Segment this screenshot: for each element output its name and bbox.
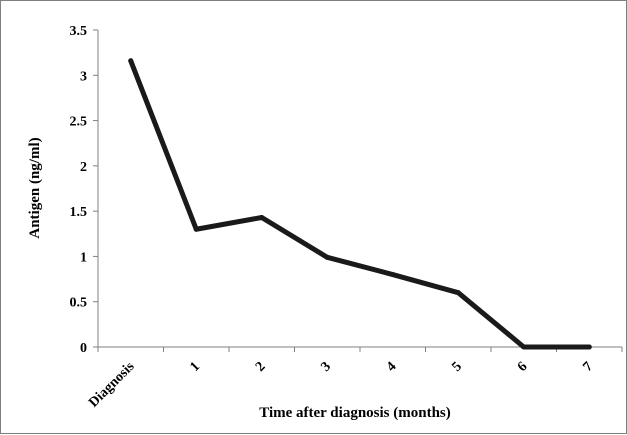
y-tick-label: 1 [80, 250, 87, 265]
y-tick-label: 3 [80, 69, 87, 84]
x-tick-label: 3 [319, 359, 335, 375]
y-tick-label: 2 [80, 160, 87, 175]
x-axis-ticks: Diagnosis 1 2 3 4 5 6 7 [86, 347, 623, 411]
x-tick-label: 6 [515, 359, 531, 375]
data-point [390, 272, 396, 278]
data-point [193, 226, 199, 232]
x-tick-label: 4 [384, 359, 400, 375]
x-tick-label: 5 [450, 359, 466, 375]
data-point [259, 214, 265, 220]
series-line [128, 58, 592, 350]
y-tick-label: 2.5 [70, 115, 88, 130]
x-tick-label: 1 [188, 359, 204, 375]
y-axis-ticks: 0 0.5 1 1.5 2 2.5 3 3.5 [70, 24, 98, 356]
data-point [128, 58, 134, 64]
x-tick-label: 2 [253, 359, 269, 375]
y-tick-label: 3.5 [70, 24, 88, 39]
data-point [455, 290, 461, 296]
data-series [128, 58, 592, 350]
y-tick-label: 1.5 [70, 205, 88, 220]
x-tick-label: Diagnosis [86, 359, 138, 411]
data-point [324, 254, 330, 260]
y-tick-label: 0.5 [70, 296, 88, 311]
y-tick-label: 0 [80, 341, 87, 356]
data-point [586, 344, 592, 350]
y-axis-title: Antigen (ng/ml) [27, 137, 43, 238]
data-point [521, 344, 527, 350]
x-tick-label: 7 [581, 359, 597, 375]
x-axis-title: Time after diagnosis (months) [259, 405, 451, 421]
